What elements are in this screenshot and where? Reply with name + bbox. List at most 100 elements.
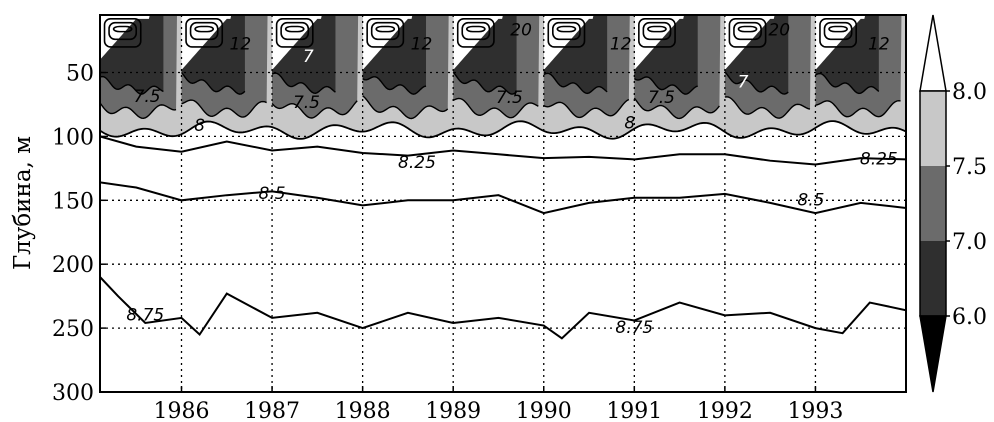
contour-label: 12 xyxy=(868,34,890,54)
contour-label: 8.75 xyxy=(126,305,164,325)
colorbar-tick-label: 7.0 xyxy=(952,230,987,255)
surface-isotherm xyxy=(185,18,224,48)
surface-isotherm xyxy=(375,25,396,33)
surface-isotherm xyxy=(461,21,491,41)
colorbar-tick-label: 7.5 xyxy=(952,155,987,180)
surface-isotherm xyxy=(194,25,215,33)
colorbar-extend-top xyxy=(919,14,947,92)
plot-frame xyxy=(99,14,907,393)
band-above-8.0 xyxy=(724,15,775,70)
contour-fills xyxy=(100,15,906,140)
contour-label: 12 xyxy=(230,34,252,54)
x-tick-label: 1989 xyxy=(425,399,481,422)
isotherm-7.0 xyxy=(633,76,698,95)
surface-isotherm xyxy=(828,25,848,33)
y-tick-label: 300 xyxy=(52,381,94,406)
surface-isotherm xyxy=(370,21,400,41)
x-tick-label: 1992 xyxy=(697,399,753,422)
surface-isotherm xyxy=(366,18,405,48)
x-tick-label: 1990 xyxy=(516,399,572,422)
band-above-8.0 xyxy=(634,15,685,70)
isotherm-7.5 xyxy=(271,100,358,119)
surface-isotherm xyxy=(638,18,676,48)
band-above-8.0 xyxy=(100,15,150,60)
surface-isotherm xyxy=(275,18,314,48)
surface-isotherm xyxy=(647,25,667,33)
isotherm-7.5 xyxy=(815,100,901,118)
contour-label: 7.5 xyxy=(134,87,161,107)
isotherm-7.5 xyxy=(181,99,267,118)
contour-label: 8 xyxy=(194,116,205,136)
y-tick-label: 200 xyxy=(52,253,94,278)
y-axis-label: Глубина, м xyxy=(10,136,36,270)
isotherm-7.5 xyxy=(724,96,811,119)
isotherm-7.5 xyxy=(633,97,720,120)
contour-labels: 12 7 12 20 12 20 7 12 7.5 7.5 7.5 7.5 8 8 8.25 8.25 8.5 8… xyxy=(126,20,897,338)
y-tick-label: 100 xyxy=(52,125,94,150)
colorbar-tick-label: 8.0 xyxy=(952,80,987,105)
contour-label: 12 xyxy=(411,34,433,54)
surface-isotherm xyxy=(737,25,758,33)
surface-isotherm xyxy=(556,25,577,33)
band-above-8.0 xyxy=(272,15,322,70)
isotherm-7.0 xyxy=(543,72,608,95)
isotherm-7.5 xyxy=(362,95,449,120)
contour-label: 8.75 xyxy=(615,318,653,338)
surface-isotherm xyxy=(103,18,142,48)
surface-isotherm xyxy=(456,18,495,48)
contour-label: 20 xyxy=(510,20,532,40)
surface-isotherm xyxy=(642,21,672,41)
contour-label: 12 xyxy=(610,34,632,54)
contour-label: 20 xyxy=(768,20,790,40)
contour-label: 7 xyxy=(303,47,314,67)
surface-isotherm xyxy=(108,21,138,41)
isotherm-8.25 xyxy=(100,135,906,166)
contour-label: 7.5 xyxy=(496,88,523,108)
band-above-8.0 xyxy=(543,15,594,70)
surface-isotherm xyxy=(823,21,853,41)
band-above-8.0 xyxy=(362,15,413,70)
band-above-8.0 xyxy=(181,15,232,70)
contour-label: 8.5 xyxy=(259,184,286,204)
surface-isotherm xyxy=(280,21,310,41)
contour-label: 7.5 xyxy=(293,93,320,113)
colorbar-band xyxy=(920,241,946,316)
isotherm-7.5 xyxy=(100,102,177,120)
isotherm-7.0 xyxy=(452,71,518,95)
isotherm-8.75 xyxy=(100,276,906,340)
x-tick-label: 1987 xyxy=(244,399,300,422)
contour-label: 8.25 xyxy=(860,149,898,169)
surface-isotherm xyxy=(112,25,133,33)
contour-label: 8.25 xyxy=(398,153,436,173)
band-above-8.0 xyxy=(453,15,503,70)
isotherm-7.0 xyxy=(724,71,789,95)
isotherm-8.0 xyxy=(100,120,906,140)
isotherm-7.0 xyxy=(271,72,336,94)
isotherm-7.5 xyxy=(452,97,539,119)
y-tick-label: 150 xyxy=(52,189,94,214)
colorbar-frame xyxy=(919,90,947,317)
colorbar: 8.0 7.5 7.0 6.0 xyxy=(919,14,987,393)
colorbar-tick-label: 6.0 xyxy=(952,305,987,330)
y-axis: 50 100 150 200 250 300 xyxy=(52,62,106,406)
isotherm-7.0 xyxy=(815,72,880,95)
contour-label: 7 xyxy=(738,73,749,93)
isotherm-7.0 xyxy=(362,76,427,95)
surface-isotherm xyxy=(547,18,586,48)
y-tick-label: 50 xyxy=(66,62,94,87)
colorbar-extend-bottom xyxy=(919,315,947,393)
surface-isotherm xyxy=(819,18,857,48)
surface-isotherm xyxy=(552,21,581,41)
isolines xyxy=(100,135,906,340)
x-tick-label: 1993 xyxy=(787,399,843,422)
x-tick-label: 1991 xyxy=(606,399,662,422)
band-above-8.0 xyxy=(815,15,866,70)
x-tick-label: 1988 xyxy=(335,399,391,422)
isotherm-7.0 xyxy=(100,75,164,95)
colorbar-band xyxy=(920,166,946,241)
surface-isotherm xyxy=(189,21,219,41)
x-tick-label: 1986 xyxy=(154,399,210,422)
isotherm-8.5 xyxy=(100,181,906,215)
surface-isotherm xyxy=(465,25,486,33)
